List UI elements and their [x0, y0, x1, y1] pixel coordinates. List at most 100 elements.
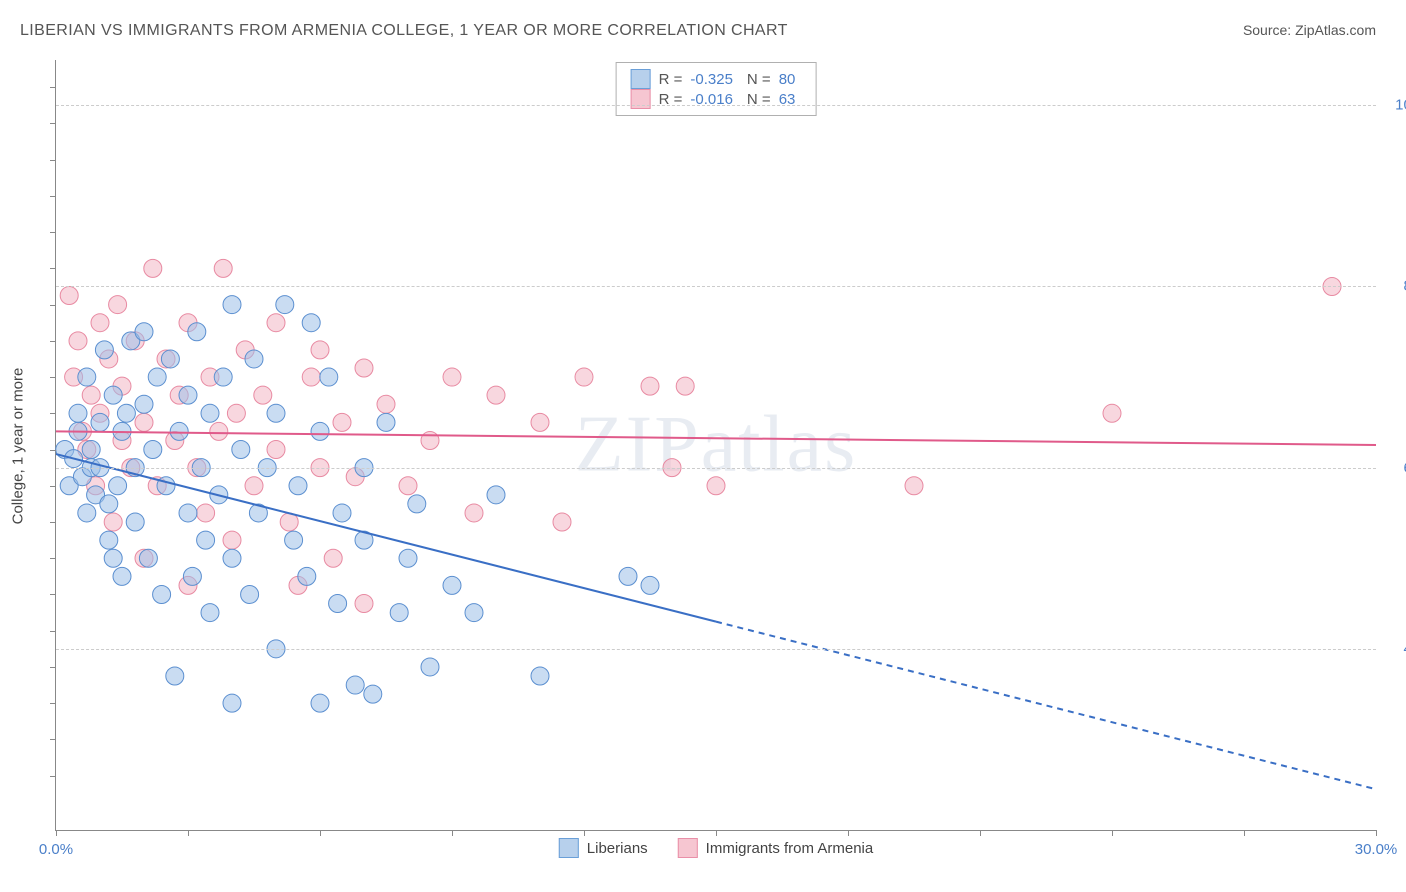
scatter-point [641, 576, 659, 594]
scatter-point [227, 404, 245, 422]
scatter-point [60, 287, 78, 305]
scatter-point [91, 413, 109, 431]
legend-item: Liberians [559, 838, 648, 858]
y-tick [50, 87, 56, 88]
x-tick [1244, 830, 1245, 836]
y-tick [50, 703, 56, 704]
scatter-point [575, 368, 593, 386]
scatter-point [245, 350, 263, 368]
scatter-point [135, 413, 153, 431]
scatter-point [78, 368, 96, 386]
scatter-point [333, 504, 351, 522]
legend-label: Immigrants from Armenia [706, 840, 874, 857]
y-tick [50, 377, 56, 378]
y-tick [50, 594, 56, 595]
scatter-point [531, 413, 549, 431]
gridline [56, 468, 1376, 469]
x-tick [848, 830, 849, 836]
scatter-point [153, 585, 171, 603]
scatter-point [346, 676, 364, 694]
series-swatch [631, 69, 651, 89]
stat-r-value: -0.325 [690, 71, 739, 88]
scatter-point [95, 341, 113, 359]
scatter-point [135, 395, 153, 413]
scatter-point [311, 341, 329, 359]
scatter-point [267, 404, 285, 422]
y-tick [50, 232, 56, 233]
scatter-point [201, 604, 219, 622]
y-axis-label: College, 1 year or more [10, 368, 27, 525]
scatter-point [201, 404, 219, 422]
scatter-point [223, 549, 241, 567]
scatter-point [302, 314, 320, 332]
legend: Liberians Immigrants from Armenia [559, 838, 873, 858]
scatter-point [905, 477, 923, 495]
scatter-point [183, 567, 201, 585]
x-tick [320, 830, 321, 836]
legend-swatch [678, 838, 698, 858]
scatter-point [223, 296, 241, 314]
scatter-point [82, 386, 100, 404]
scatter-point [324, 549, 342, 567]
plot-area: ZIPatlas R =-0.325N =80R =-0.016N =63 Li… [55, 60, 1376, 831]
scatter-point [232, 441, 250, 459]
scatter-point [399, 477, 417, 495]
scatter-point [364, 685, 382, 703]
y-tick [50, 160, 56, 161]
scatter-point [390, 604, 408, 622]
source-attribution: Source: ZipAtlas.com [1243, 22, 1376, 38]
chart-container: LIBERIAN VS IMMIGRANTS FROM ARMENIA COLL… [0, 0, 1406, 892]
scatter-point [676, 377, 694, 395]
scatter-point [197, 504, 215, 522]
scatter-point [91, 314, 109, 332]
scatter-point [254, 386, 272, 404]
scatter-point [109, 477, 127, 495]
y-tick [50, 486, 56, 487]
y-tick [50, 631, 56, 632]
trend-line [56, 431, 1376, 445]
y-tick [50, 123, 56, 124]
gridline [56, 649, 1376, 650]
scatter-point [139, 549, 157, 567]
scatter-point [465, 604, 483, 622]
scatter-point [311, 694, 329, 712]
scatter-point [245, 477, 263, 495]
y-tick [50, 268, 56, 269]
legend-item: Immigrants from Armenia [678, 838, 874, 858]
scatter-point [104, 513, 122, 531]
y-tick [50, 413, 56, 414]
scatter-point [135, 323, 153, 341]
scatter-point [421, 658, 439, 676]
scatter-point [298, 567, 316, 585]
scatter-point [144, 441, 162, 459]
stat-n-value: 80 [779, 71, 802, 88]
scatter-point [443, 576, 461, 594]
gridline [56, 105, 1376, 106]
y-tick [50, 776, 56, 777]
scatter-point [320, 368, 338, 386]
trend-line-extrapolated [716, 622, 1376, 790]
scatter-point [109, 296, 127, 314]
legend-swatch [559, 838, 579, 858]
scatter-point [267, 314, 285, 332]
plot-svg [56, 60, 1376, 830]
y-tick [50, 522, 56, 523]
scatter-point [641, 377, 659, 395]
scatter-point [302, 368, 320, 386]
scatter-point [170, 422, 188, 440]
scatter-point [267, 441, 285, 459]
scatter-point [355, 595, 373, 613]
x-tick [980, 830, 981, 836]
scatter-point [210, 422, 228, 440]
scatter-point [214, 368, 232, 386]
scatter-point [408, 495, 426, 513]
scatter-point [377, 395, 395, 413]
x-tick-label: 30.0% [1355, 841, 1398, 858]
scatter-point [487, 386, 505, 404]
scatter-point [197, 531, 215, 549]
scatter-point [166, 667, 184, 685]
scatter-point [241, 585, 259, 603]
gridline [56, 286, 1376, 287]
scatter-point [553, 513, 571, 531]
scatter-point [100, 531, 118, 549]
